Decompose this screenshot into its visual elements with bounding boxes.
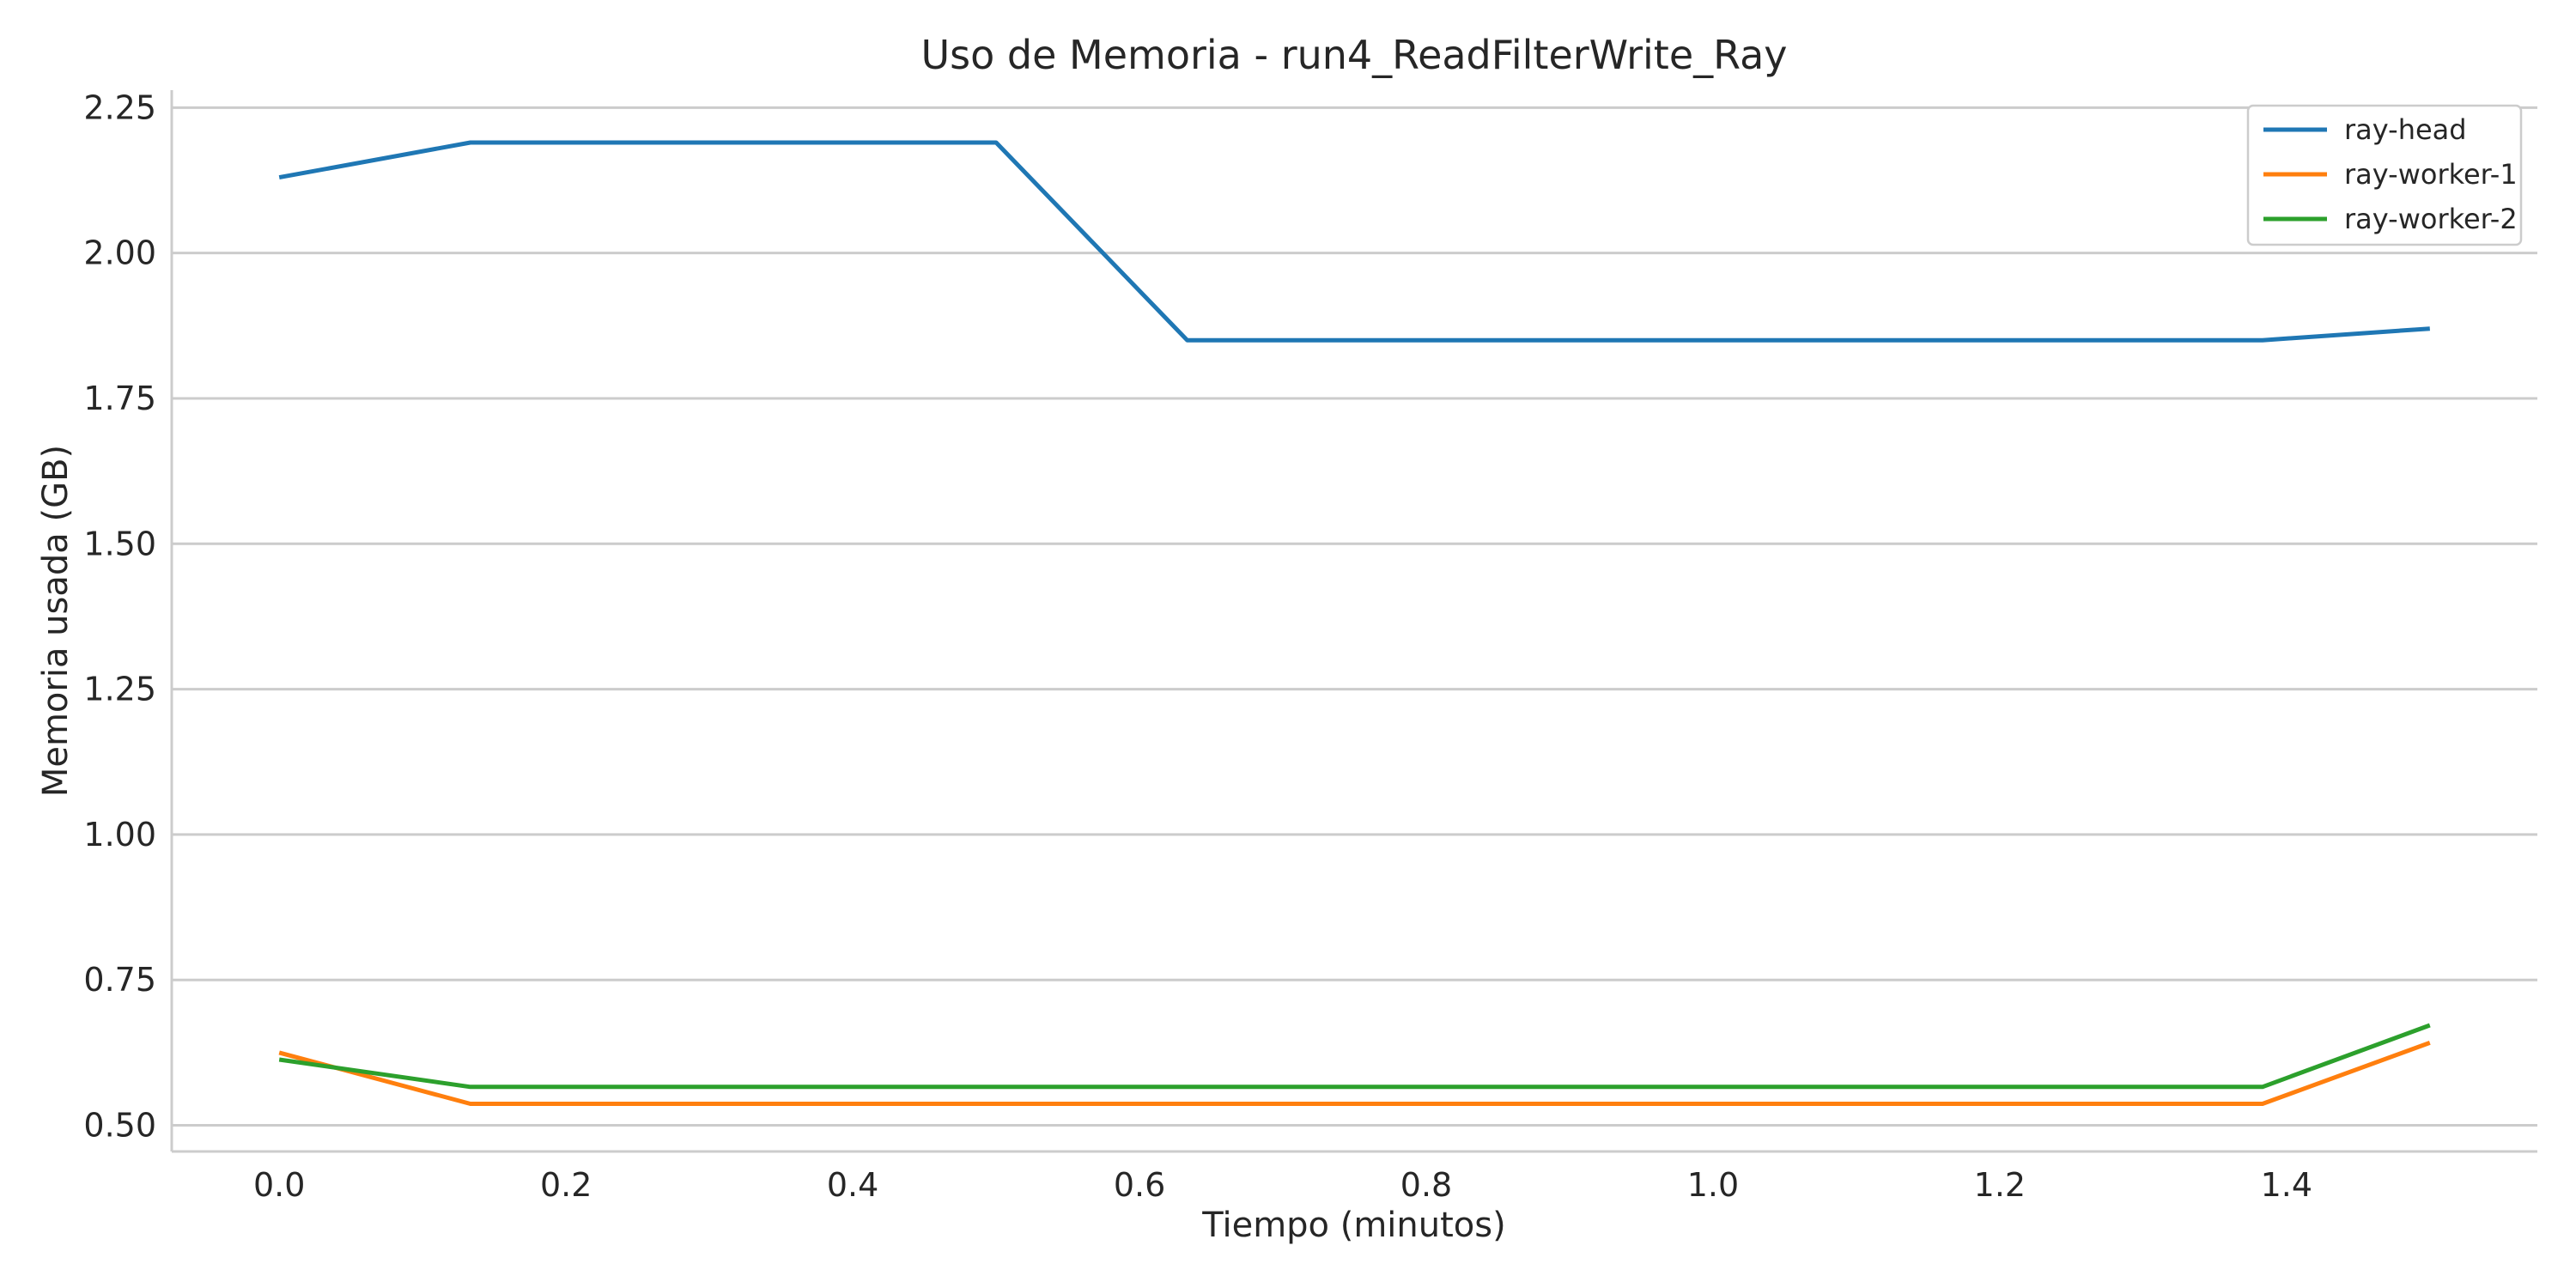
y-tick-label: 1.75 [83,380,156,417]
legend-label-ray-head: ray-head [2344,113,2467,146]
y-axis-label: Memoria usada (GB) [36,445,76,797]
x-axis-label: Tiempo (minutos) [1201,1206,1505,1245]
legend-items: ray-head ray-worker-1 ray-worker-2 [2263,113,2518,235]
x-tick-label: 1.0 [1687,1166,1739,1204]
x-tick-label: 0.2 [540,1166,592,1204]
series-layer [278,140,2431,1106]
x-tick-label: 0.8 [1400,1166,1452,1204]
y-tick-label: 1.50 [83,525,156,562]
series-line-ray-head [278,140,2430,343]
axes-spines [170,90,2537,1153]
legend: ray-head ray-worker-1 ray-worker-2 [2246,104,2523,246]
series-line-ray-worker-2 [278,1023,2431,1090]
legend-label-ray-worker-2: ray-worker-2 [2344,203,2518,235]
tick-labels: 0.50 0.75 1.00 1.25 1.50 1.75 2.00 2.25 0.0 0.2 0.… [83,88,2312,1204]
x-tick-label: 0.4 [827,1166,878,1204]
x-tick-label: 1.4 [2261,1166,2312,1204]
chart-title: Uso de Memoria - run4_ReadFilterWrite_Ra… [921,32,1788,78]
grid-layer [172,106,2537,1127]
x-tick-label: 1.2 [1974,1166,2026,1204]
y-tick-label: 1.25 [83,671,156,708]
y-tick-label: 2.00 [83,234,156,272]
x-tick-label: 0.0 [253,1166,305,1204]
y-tick-label: 2.25 [83,88,156,126]
legend-box [2246,104,2523,246]
y-tick-label: 0.50 [83,1107,156,1145]
series-line-ray-worker-1 [278,1041,2431,1106]
y-tick-label: 0.75 [83,961,156,999]
x-tick-label: 0.6 [1114,1166,1165,1204]
legend-label-ray-worker-1: ray-worker-1 [2344,158,2518,191]
y-tick-label: 1.00 [83,816,156,854]
